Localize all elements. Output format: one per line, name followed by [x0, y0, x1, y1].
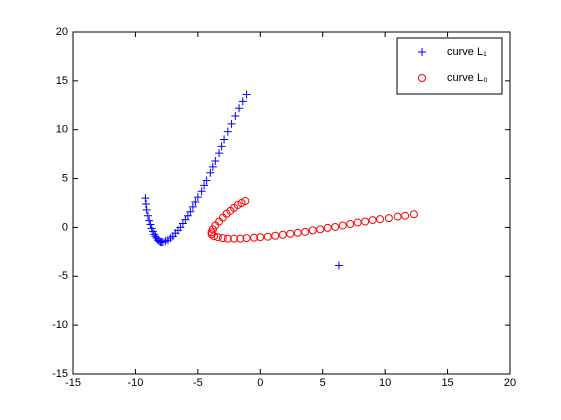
- marker: [213, 233, 222, 242]
- marker: [263, 232, 272, 241]
- legend-label: curve L₁: [447, 46, 487, 58]
- marker: [211, 221, 220, 230]
- marker: [207, 228, 216, 237]
- marker: [401, 211, 410, 220]
- marker: [223, 127, 232, 136]
- marker: [231, 112, 240, 121]
- y-tick-label: 20: [56, 26, 68, 38]
- marker: [218, 234, 227, 243]
- marker: [202, 176, 211, 185]
- marker: [206, 168, 215, 177]
- y-tick-label: -10: [52, 319, 68, 331]
- marker: [238, 97, 247, 106]
- marker: [207, 230, 216, 239]
- marker: [242, 90, 251, 99]
- marker: [368, 216, 377, 225]
- marker: [353, 218, 362, 227]
- marker: [286, 229, 295, 238]
- legend-box: [396, 37, 503, 95]
- marker: [237, 199, 246, 207]
- marker: [256, 233, 265, 242]
- marker: [230, 234, 239, 243]
- marker: [146, 220, 155, 229]
- marker: [242, 234, 251, 243]
- marker: [223, 234, 232, 243]
- marker: [293, 228, 302, 237]
- marker: [361, 217, 370, 226]
- marker: [191, 198, 200, 207]
- y-tick-label: 5: [62, 172, 68, 184]
- marker: [142, 205, 151, 214]
- marker: [334, 261, 343, 270]
- marker: [308, 226, 317, 235]
- marker: [346, 220, 355, 229]
- y-tick-label: 0: [62, 221, 68, 233]
- marker: [250, 233, 259, 242]
- marker: [376, 215, 385, 224]
- marker: [236, 234, 245, 243]
- marker: [393, 212, 402, 221]
- x-tick-label: -5: [193, 377, 203, 389]
- x-tick-label: -15: [65, 377, 81, 389]
- marker: [331, 222, 340, 231]
- marker: [210, 232, 219, 241]
- marker: [193, 193, 202, 202]
- marker: [145, 216, 154, 225]
- marker: [220, 135, 229, 144]
- x-tick-label: 0: [257, 377, 263, 389]
- marker: [316, 225, 325, 234]
- marker: [271, 231, 280, 240]
- y-tick-label: 15: [56, 75, 68, 87]
- y-tick-label: -5: [58, 270, 68, 282]
- marker: [227, 119, 236, 128]
- marker: [409, 210, 418, 219]
- marker: [235, 104, 244, 113]
- x-tick-label: 15: [441, 377, 453, 389]
- marker: [142, 199, 151, 208]
- y-tick-label: 10: [56, 124, 68, 136]
- x-tick-label: 10: [379, 377, 391, 389]
- marker: [241, 197, 250, 206]
- marker: [143, 211, 152, 220]
- marker: [278, 230, 287, 239]
- y-tick-label: -15: [52, 368, 68, 380]
- marker: [217, 142, 226, 151]
- marker: [141, 194, 150, 203]
- marker: [338, 221, 347, 230]
- marker: [323, 223, 332, 232]
- marker: [200, 181, 209, 190]
- marker: [208, 162, 217, 171]
- marker: [197, 187, 206, 196]
- marker: [186, 207, 195, 216]
- marker: [211, 156, 220, 165]
- marker: [301, 227, 310, 236]
- marker: [215, 149, 224, 158]
- legend-marker: [418, 74, 426, 82]
- marker: [188, 202, 197, 211]
- legend-marker: [418, 48, 426, 56]
- x-tick-label: 20: [504, 377, 516, 389]
- x-tick-label: -10: [127, 377, 143, 389]
- marker: [384, 214, 393, 223]
- legend-label: curve L₀: [447, 72, 488, 84]
- x-tick-label: 5: [320, 377, 326, 389]
